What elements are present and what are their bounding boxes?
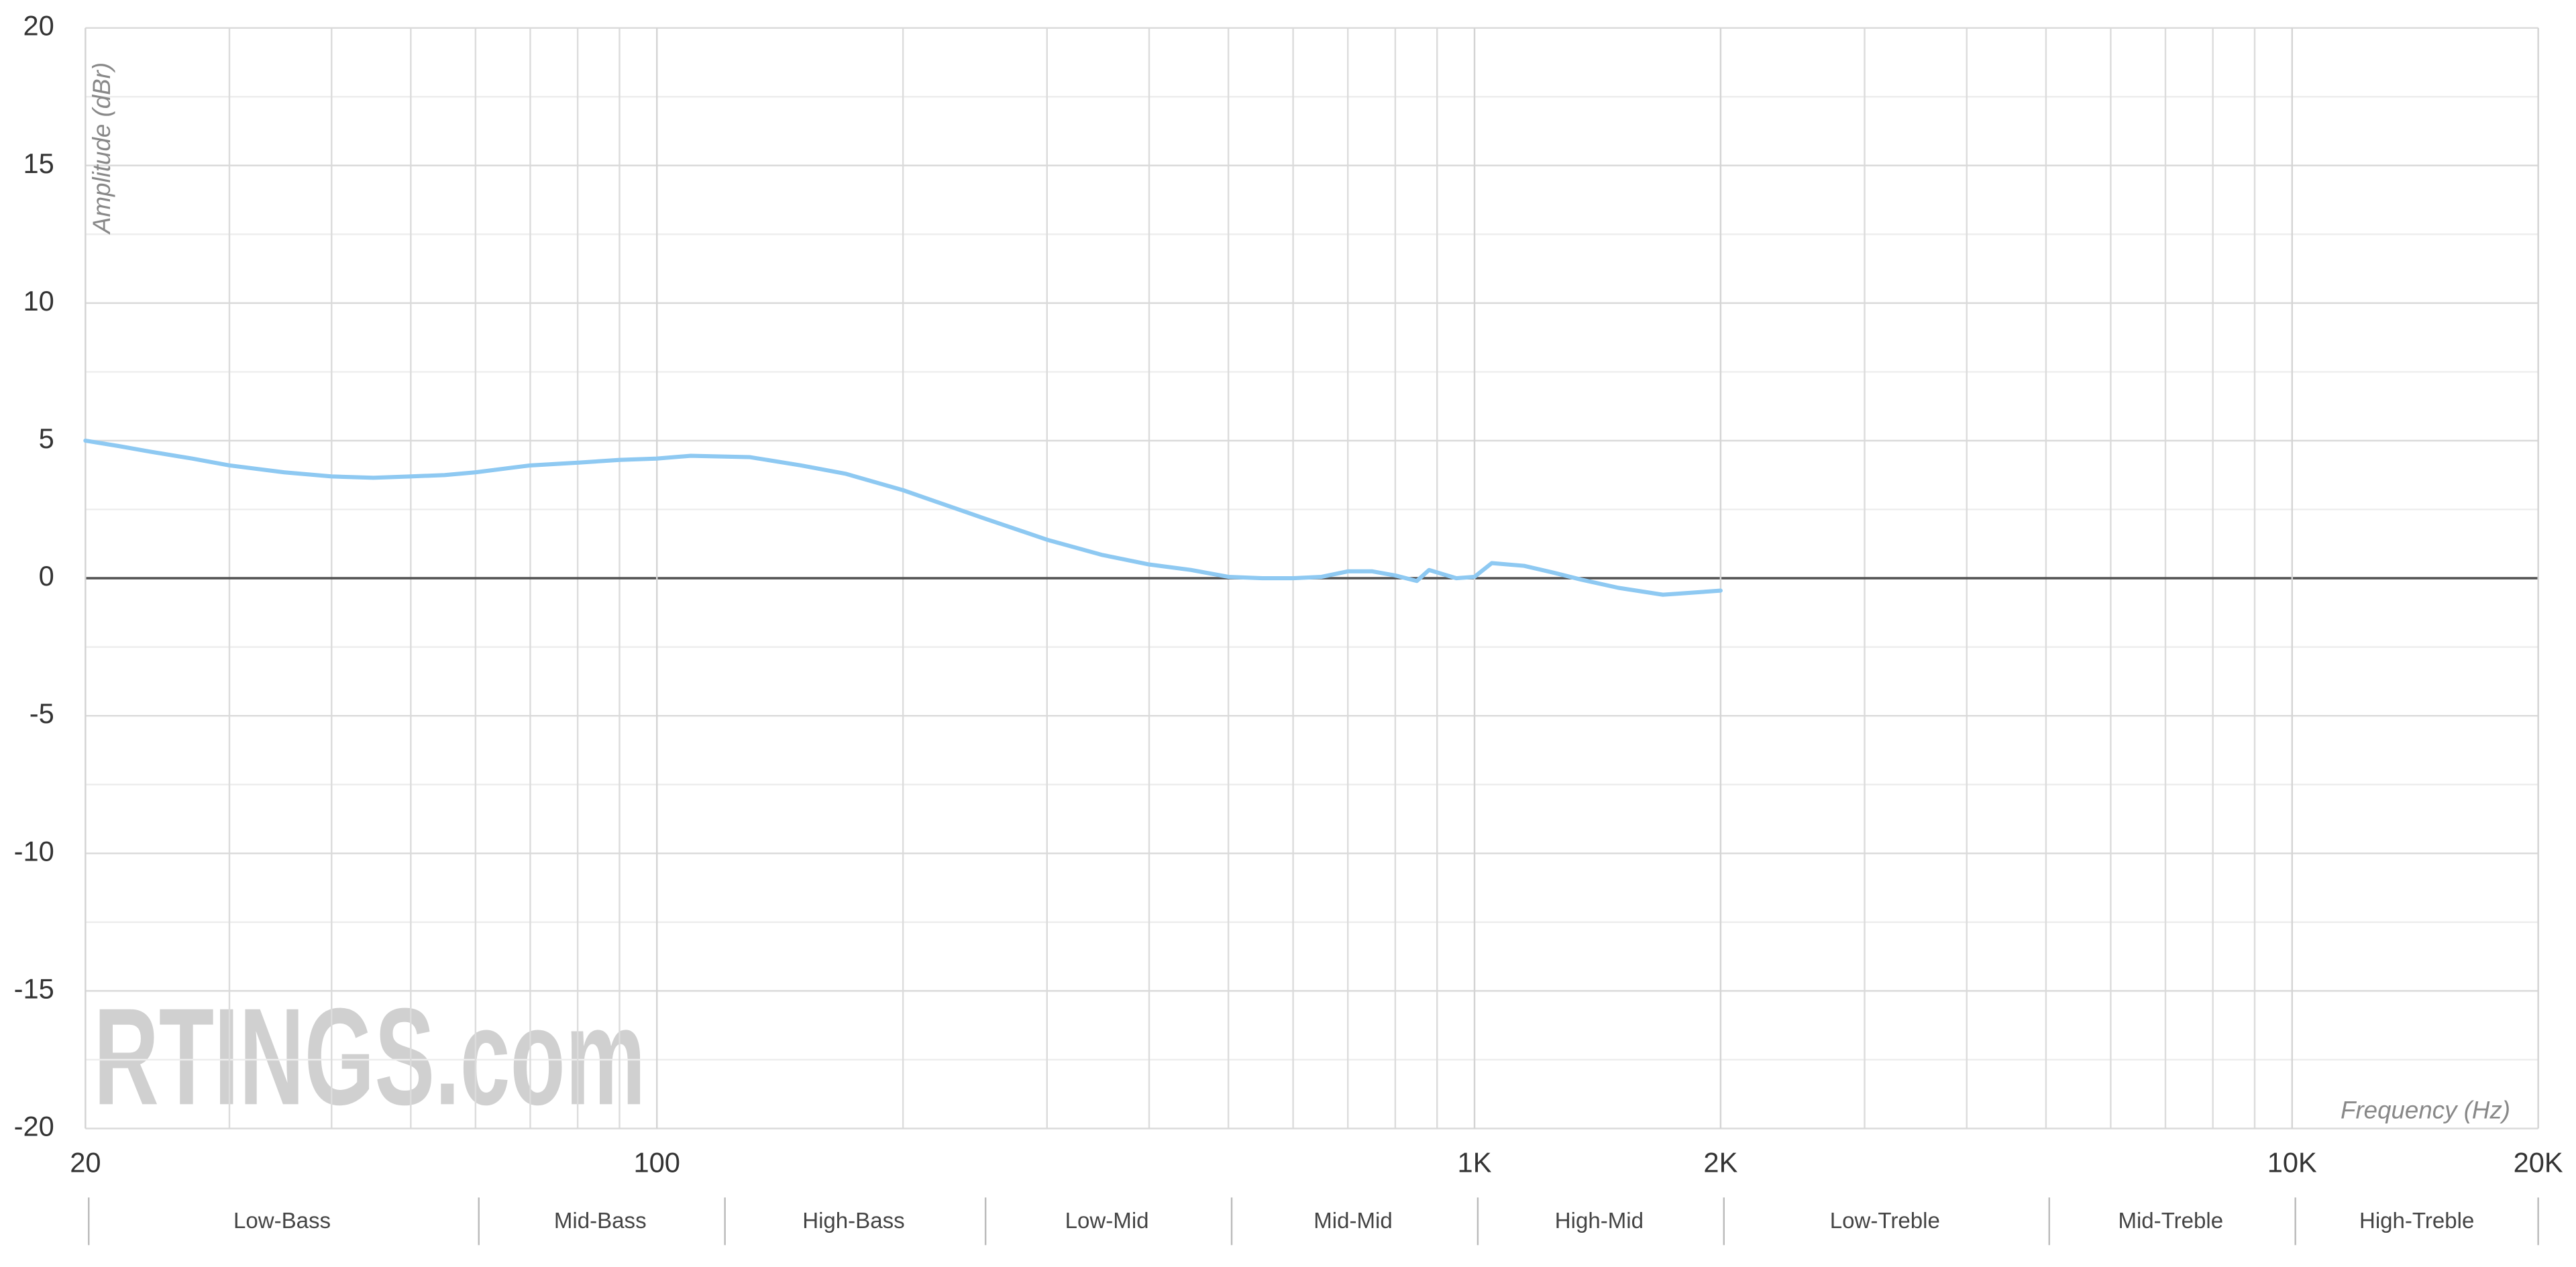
x-tick-label: 1K bbox=[1458, 1146, 1492, 1178]
band-label: Low-Mid bbox=[1065, 1209, 1149, 1233]
frequency-response-line bbox=[83, 438, 1723, 597]
band-label: High-Bass bbox=[802, 1209, 904, 1233]
y-tick-label: 20 bbox=[23, 10, 54, 42]
watermark: RTINGS.com bbox=[94, 979, 646, 1134]
y-tick-label: -10 bbox=[14, 835, 54, 867]
x-tick-label: 100 bbox=[634, 1146, 680, 1178]
y-tick-label: 10 bbox=[23, 285, 54, 317]
x-tick-label: 10K bbox=[2267, 1146, 2317, 1178]
y-tick-label: 0 bbox=[39, 560, 54, 592]
band-label: Low-Treble bbox=[1830, 1209, 1940, 1233]
band-label: High-Mid bbox=[1555, 1209, 1644, 1233]
x-axis-title: Frequency (Hz) bbox=[2341, 1097, 2510, 1124]
x-tick-label: 20 bbox=[70, 1146, 101, 1178]
y-tick-label: -15 bbox=[14, 973, 54, 1004]
band-label: Mid-Treble bbox=[2118, 1209, 2223, 1233]
x-tick-label: 20K bbox=[2514, 1146, 2563, 1178]
y-tick-label: 5 bbox=[39, 423, 54, 454]
y-axis-title: Amplitude (dBr) bbox=[88, 62, 115, 235]
band-label: Mid-Bass bbox=[554, 1209, 647, 1233]
band-label: Mid-Mid bbox=[1313, 1209, 1393, 1233]
y-tick-label: 15 bbox=[23, 148, 54, 179]
band-label: High-Treble bbox=[2359, 1209, 2474, 1233]
y-tick-label: -5 bbox=[30, 698, 54, 729]
x-tick-label: 2K bbox=[1703, 1146, 1737, 1178]
y-tick-label: -20 bbox=[14, 1111, 54, 1142]
band-label: Low-Bass bbox=[233, 1209, 331, 1233]
